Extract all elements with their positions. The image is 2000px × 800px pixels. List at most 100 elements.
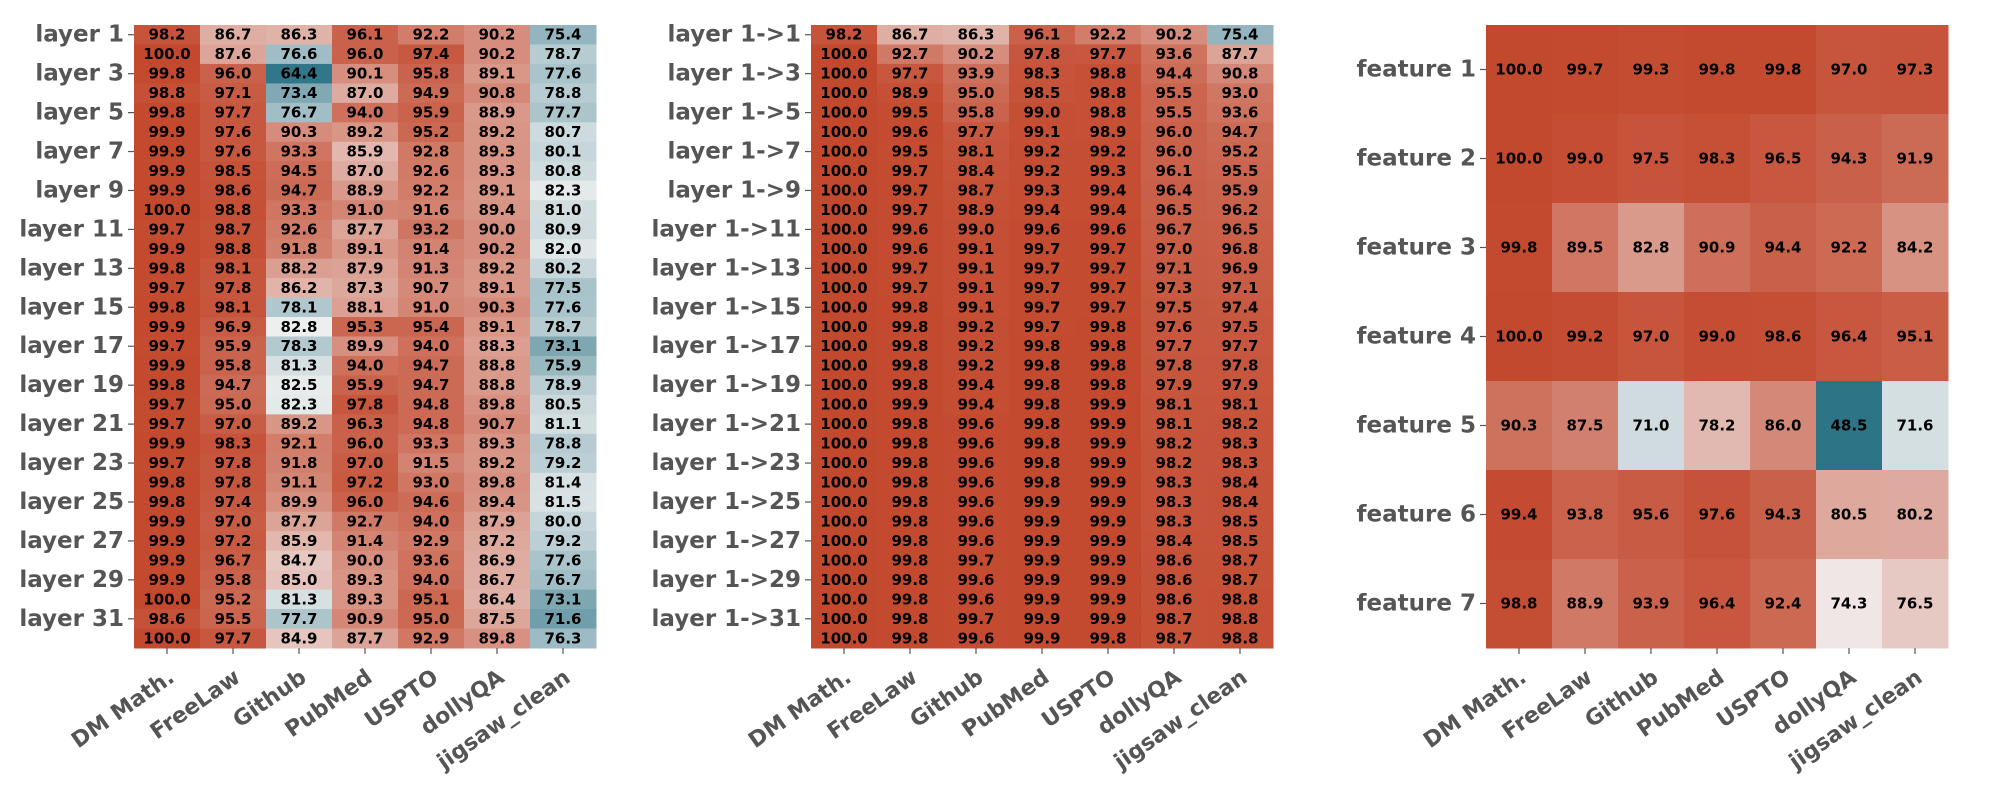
- heatmap-cell: [134, 200, 201, 221]
- cell-value-label: 80.8: [544, 162, 581, 180]
- heatmap-cell: [530, 297, 597, 318]
- cell-value-label: 99.1: [957, 298, 994, 316]
- heatmap-cell: [332, 550, 399, 571]
- cell-value-label: 92.4: [1764, 595, 1801, 613]
- heatmap-cell: [200, 355, 267, 376]
- cell-value-label: 99.4: [957, 396, 994, 414]
- cell-value-label: 99.2: [957, 318, 994, 336]
- cell-value-label: 97.5: [1221, 318, 1258, 336]
- heatmap-cell: [943, 122, 1010, 143]
- heatmap-cell: [464, 122, 531, 143]
- cell-value-label: 86.3: [957, 26, 994, 44]
- cell-value-label: 99.2: [1566, 328, 1603, 346]
- heatmap-cell: [877, 550, 944, 571]
- y-tick-label: layer 1->27: [652, 528, 801, 554]
- cell-value-label: 97.0: [1632, 328, 1669, 346]
- heatmap-panel-layers: 98.2 86.7 86.3 96.1 92.2 90.2 75.4 100.0 87.6 76.…: [19, 22, 597, 775]
- heatmap-cell: [1207, 414, 1274, 435]
- heatmap-cell: [1075, 278, 1142, 299]
- heatmap-cell: [877, 180, 944, 201]
- heatmap-cell: [1141, 375, 1208, 396]
- heatmap-cell: [1207, 102, 1274, 123]
- heatmap-cell: [530, 453, 597, 474]
- heatmap-cell: [266, 180, 333, 201]
- heatmap-cell: [1552, 292, 1619, 382]
- cell-value-label: 94.0: [412, 337, 449, 355]
- cell-value-label: 90.0: [346, 551, 383, 569]
- heatmap-cell: [464, 550, 531, 571]
- cell-value-label: 99.6: [957, 532, 994, 550]
- cell-value-label: 86.3: [280, 26, 317, 44]
- heatmap-cell: [1207, 317, 1274, 337]
- heatmap-cell: [943, 589, 1010, 610]
- heatmap-cell: [200, 394, 267, 415]
- heatmap-cell: [943, 200, 1010, 221]
- cell-value-label: 98.2: [148, 26, 185, 44]
- heatmap-cell: [811, 414, 878, 435]
- cell-value-label: 92.7: [891, 45, 928, 63]
- heatmap-cell: [134, 102, 201, 123]
- heatmap-cell: [398, 200, 465, 221]
- cell-value-label: 99.6: [957, 571, 994, 589]
- heatmap-cell: [877, 83, 944, 104]
- cell-value-label: 95.8: [412, 65, 449, 83]
- cell-value-label: 100.0: [820, 629, 867, 647]
- heatmap-cell: [1141, 550, 1208, 571]
- cell-value-label: 99.7: [1089, 279, 1126, 297]
- heatmap-cell: [1141, 453, 1208, 474]
- heatmap-cell: [811, 433, 878, 454]
- cell-value-label: 98.9: [1089, 123, 1126, 141]
- heatmap-cell: [1750, 114, 1817, 204]
- cell-value-label: 92.1: [280, 435, 317, 453]
- heatmap-cell: [464, 453, 531, 474]
- cell-value-label: 98.8: [214, 201, 251, 219]
- heatmap-cell: [200, 609, 267, 630]
- cell-value-label: 89.9: [280, 493, 317, 511]
- cell-value-label: 96.7: [214, 551, 251, 569]
- heatmap-cell: [1075, 180, 1142, 201]
- cell-value-label: 98.3: [1221, 435, 1258, 453]
- heatmap-cell: [398, 375, 465, 396]
- cell-value-label: 99.7: [148, 279, 185, 297]
- cell-value-label: 100.0: [820, 143, 867, 161]
- heatmap-cell: [1009, 355, 1076, 376]
- heatmap-cell: [134, 589, 201, 610]
- heatmap-cell: [266, 355, 333, 376]
- heatmap-cell: [134, 433, 201, 454]
- heatmap-cell: [530, 180, 597, 201]
- heatmap-cell: [811, 102, 878, 123]
- cell-value-label: 98.4: [1221, 493, 1258, 511]
- heatmap-cell: [1141, 317, 1208, 337]
- cell-value-label: 99.9: [148, 357, 185, 375]
- cell-value-label: 97.7: [891, 65, 928, 83]
- cell-value-label: 78.2: [1698, 417, 1735, 435]
- cell-value-label: 81.0: [544, 201, 581, 219]
- heatmap-cell: [464, 511, 531, 532]
- cell-value-label: 87.7: [280, 512, 317, 530]
- cell-value-label: 93.3: [412, 435, 449, 453]
- heatmap-cell: [1882, 114, 1949, 204]
- heatmap-cell: [1009, 63, 1076, 84]
- heatmap-cell: [1750, 203, 1817, 293]
- heatmap-cell: [464, 531, 531, 552]
- heatmap-cell: [332, 433, 399, 454]
- cell-value-label: 95.9: [412, 104, 449, 122]
- heatmap-cell: [134, 570, 201, 591]
- cell-value-label: 90.8: [1221, 65, 1258, 83]
- heatmap-cell: [1009, 258, 1076, 279]
- heatmap-cell: [266, 25, 333, 45]
- cell-value-label: 97.7: [214, 104, 251, 122]
- heatmap-cell: [332, 219, 399, 240]
- heatmap-cell: [200, 44, 267, 65]
- cell-value-label: 89.1: [346, 240, 383, 258]
- heatmap-cell: [1075, 472, 1142, 493]
- heatmap-cell: [1141, 570, 1208, 591]
- heatmap-cell: [1486, 203, 1553, 293]
- heatmap-cell: [943, 297, 1010, 318]
- cell-value-label: 75.4: [1221, 26, 1258, 44]
- cell-value-label: 99.7: [891, 181, 928, 199]
- heatmap-cell: [943, 375, 1010, 396]
- heatmap-cell: [398, 570, 465, 591]
- cell-value-label: 99.6: [957, 415, 994, 433]
- cell-value-label: 100.0: [820, 415, 867, 433]
